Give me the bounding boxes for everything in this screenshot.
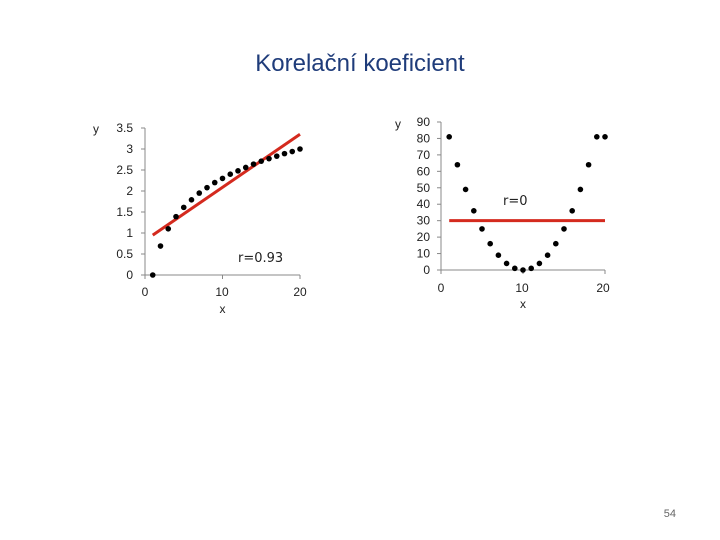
data-point <box>149 272 156 278</box>
data-point <box>585 161 592 168</box>
data-point <box>512 265 518 272</box>
data-point <box>520 267 526 273</box>
x-tick-label: 0 <box>142 285 149 299</box>
data-point <box>289 148 296 155</box>
y-tick-label: 0.5 <box>116 247 133 261</box>
data-point <box>165 226 172 232</box>
y-tick-label: 50 <box>417 181 431 195</box>
y-axis-title: y <box>395 117 401 131</box>
x-tick-label: 0 <box>438 281 445 295</box>
x-axis-title: x <box>220 302 226 316</box>
y-tick-label: 30 <box>417 214 431 228</box>
y-tick-label: 10 <box>417 247 431 261</box>
x-tick-label: 10 <box>215 285 229 299</box>
y-tick-label: 1 <box>126 226 133 240</box>
y-tick-label: 1.5 <box>116 205 133 219</box>
data-point <box>173 213 179 220</box>
data-point <box>157 243 164 249</box>
y-tick-label: 70 <box>417 148 431 162</box>
data-point <box>495 252 502 258</box>
data-point <box>602 134 608 140</box>
y-tick-label: 90 <box>417 115 431 129</box>
data-point <box>487 240 494 247</box>
data-point <box>569 208 575 214</box>
y-tick-label: 0 <box>126 268 133 282</box>
data-point <box>219 175 226 182</box>
fit-line <box>151 133 301 237</box>
data-point <box>196 190 203 196</box>
data-point <box>536 260 543 267</box>
y-tick-label: 80 <box>417 131 431 145</box>
y-tick-label: 2 <box>126 184 133 198</box>
data-point <box>561 226 567 232</box>
data-point <box>471 208 477 214</box>
data-point <box>479 226 485 232</box>
y-axis-title: y <box>93 122 99 136</box>
data-point <box>273 153 280 159</box>
data-point <box>227 171 234 177</box>
data-point <box>281 150 288 157</box>
y-tick-label: 60 <box>417 164 431 178</box>
x-tick-label: 10 <box>515 281 529 295</box>
data-point <box>577 186 584 193</box>
data-point <box>446 134 453 140</box>
data-point <box>297 146 303 152</box>
data-point <box>503 260 510 267</box>
y-tick-label: 20 <box>417 230 431 244</box>
data-point <box>462 186 469 193</box>
chart-left: 0 0.5 1 1.5 2 2.5 3 3.5 0 10 20 x y r=0.93 <box>93 121 307 316</box>
slide-title: Korelační koeficient <box>255 50 465 77</box>
y-tick-label: 0 <box>423 263 430 277</box>
chart-right: 0 10 20 30 40 50 60 70 80 90 0 10 20 x y r=0 <box>395 115 610 311</box>
data-point <box>258 158 265 164</box>
data-point <box>204 184 210 191</box>
data-point <box>528 265 534 272</box>
data-point <box>266 155 272 162</box>
page-number: 54 <box>663 508 676 520</box>
x-tick-label: 20 <box>293 285 307 299</box>
data-point <box>553 240 559 247</box>
data-point <box>235 168 241 174</box>
data-point <box>250 161 257 167</box>
data-point <box>544 252 551 258</box>
correlation-annotation: r=0 <box>503 194 528 209</box>
data-point <box>180 204 187 211</box>
y-tick-label: 3 <box>126 142 133 156</box>
y-tick-label: 40 <box>417 197 431 211</box>
data-point <box>188 197 195 203</box>
x-tick-label: 20 <box>596 281 610 295</box>
y-tick-label: 3.5 <box>116 121 133 135</box>
data-point <box>454 161 461 168</box>
y-tick-label: 2.5 <box>116 163 133 177</box>
data-point <box>242 164 249 171</box>
data-point <box>594 134 600 140</box>
x-axis-title: x <box>520 297 526 311</box>
correlation-annotation: r=0.93 <box>238 251 283 266</box>
data-point <box>211 179 218 186</box>
